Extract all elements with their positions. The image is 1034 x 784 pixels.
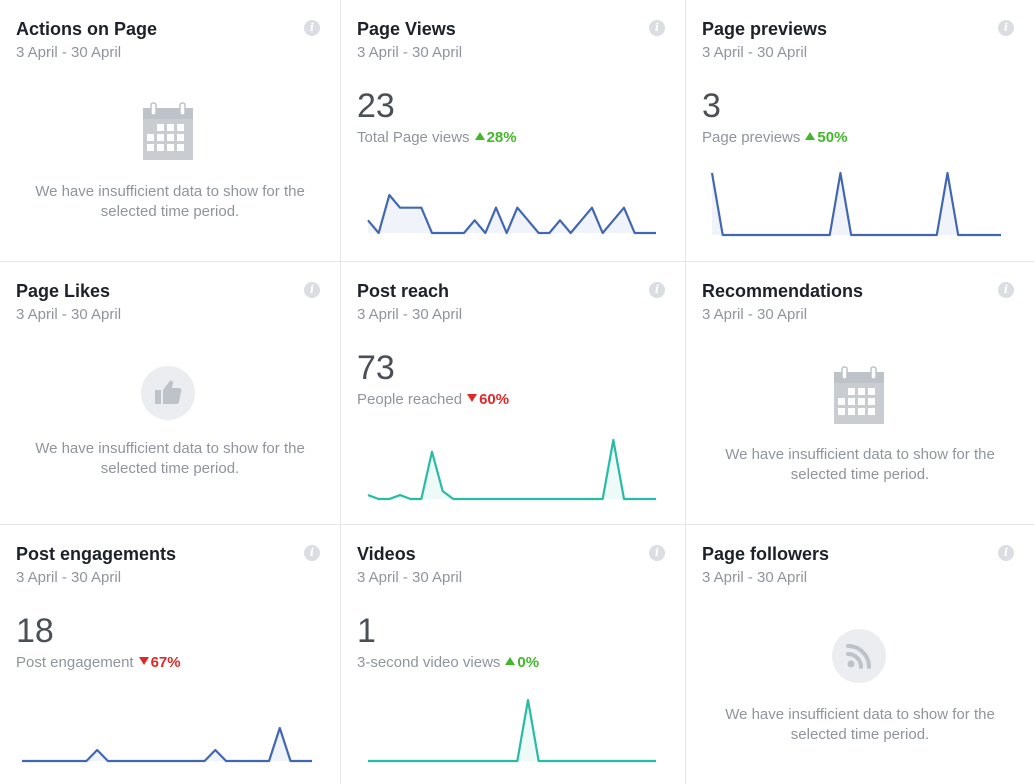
date-range: 3 April - 30 April <box>702 569 808 586</box>
calendar-icon <box>143 102 193 160</box>
delta-percent: 0% <box>517 654 540 671</box>
date-range: 3 April - 30 April <box>16 569 122 586</box>
info-icon[interactable]: i <box>304 282 320 298</box>
metric-value: 23 <box>357 87 395 125</box>
card-post-reach[interactable]: Post reach 3 April - 30 April i 73 Peopl… <box>341 262 686 525</box>
card-title: Page Likes <box>16 281 111 301</box>
trend-down-icon <box>467 394 478 402</box>
card-title: Actions on Page <box>16 19 158 39</box>
card-title: Page previews <box>702 19 828 39</box>
sparkline-area <box>22 728 312 761</box>
sparkline-series-line <box>367 193 656 235</box>
delta-percent: 28% <box>486 129 517 146</box>
card-videos[interactable]: Videos 3 April - 30 April i 1 3-second v… <box>341 525 686 784</box>
info-icon[interactable]: i <box>998 282 1014 298</box>
card-actions-on-page[interactable]: Actions on Page 3 April - 30 April i We … <box>0 0 341 262</box>
sparkline-series-line <box>710 171 1001 237</box>
card-title: Recommendations <box>702 281 864 301</box>
thumbs-up-icon <box>141 366 195 420</box>
info-icon[interactable]: i <box>649 545 665 561</box>
sparkline-chart <box>367 438 657 501</box>
date-range: 3 April - 30 April <box>702 44 808 61</box>
insufficient-data-message: We have insufficient data to show for th… <box>725 446 995 483</box>
info-icon[interactable]: i <box>304 545 320 561</box>
card-page-followers[interactable]: Page followers 3 April - 30 April i We h… <box>686 525 1034 784</box>
sparkline-chart <box>710 171 1002 237</box>
metric-label: Page previews 50% <box>702 129 848 146</box>
delta-percent: 67% <box>150 654 181 671</box>
date-range: 3 April - 30 April <box>702 306 808 323</box>
trend-up-icon <box>505 657 516 665</box>
metric-label: 3-second video views 0% <box>357 654 540 671</box>
card-title: Page Views <box>357 19 456 39</box>
metric-value: 73 <box>357 349 395 387</box>
info-icon[interactable]: i <box>649 282 665 298</box>
metric-label: People reached 60% <box>357 391 510 408</box>
sparkline-series-line <box>367 438 656 501</box>
info-icon[interactable]: i <box>998 20 1014 36</box>
date-range: 3 April - 30 April <box>357 569 463 586</box>
card-post-engagements[interactable]: Post engagements 3 April - 30 April i 18… <box>0 525 341 784</box>
date-range: 3 April - 30 April <box>16 44 122 61</box>
sparkline-chart <box>21 726 313 763</box>
sparkline-chart <box>367 193 657 235</box>
rss-icon <box>832 629 886 683</box>
trend-up-icon <box>474 132 485 140</box>
calendar-icon <box>834 366 884 424</box>
date-range: 3 April - 30 April <box>16 306 122 323</box>
card-title: Post engagements <box>16 544 177 564</box>
insufficient-data-message: We have insufficient data to show for th… <box>35 183 305 220</box>
card-page-views[interactable]: Page Views 3 April - 30 April i 23 Total… <box>341 0 686 262</box>
trend-down-icon <box>138 657 149 665</box>
delta-percent: 50% <box>817 129 848 146</box>
info-icon[interactable]: i <box>649 20 665 36</box>
card-recommendations[interactable]: Recommendations 3 April - 30 April i We … <box>686 262 1034 525</box>
insufficient-data-message: We have insufficient data to show for th… <box>725 706 995 743</box>
card-page-previews[interactable]: Page previews 3 April - 30 April i 3 Pag… <box>686 0 1034 262</box>
metric-value: 18 <box>16 612 54 650</box>
sparkline-series-line <box>368 698 656 763</box>
metric-label: Total Page views 28% <box>357 129 517 146</box>
info-icon[interactable]: i <box>304 20 320 36</box>
card-title: Post reach <box>357 281 450 301</box>
sparkline-chart <box>367 698 657 763</box>
insufficient-data-message: We have insufficient data to show for th… <box>35 440 305 477</box>
date-range: 3 April - 30 April <box>357 306 463 323</box>
card-title: Videos <box>357 544 416 564</box>
card-page-likes[interactable]: Page Likes 3 April - 30 April i We have … <box>0 262 341 525</box>
metric-label: Post engagement 67% <box>16 654 181 671</box>
sparkline-area <box>368 195 656 233</box>
metric-value: 3 <box>702 87 721 125</box>
date-range: 3 April - 30 April <box>357 44 463 61</box>
info-icon[interactable]: i <box>998 545 1014 561</box>
trend-up-icon <box>805 132 816 140</box>
sparkline-series-line <box>22 726 312 763</box>
delta-percent: 60% <box>479 391 510 408</box>
metric-value: 1 <box>357 612 376 650</box>
card-title: Page followers <box>702 544 830 564</box>
sparkline-area <box>368 700 656 761</box>
